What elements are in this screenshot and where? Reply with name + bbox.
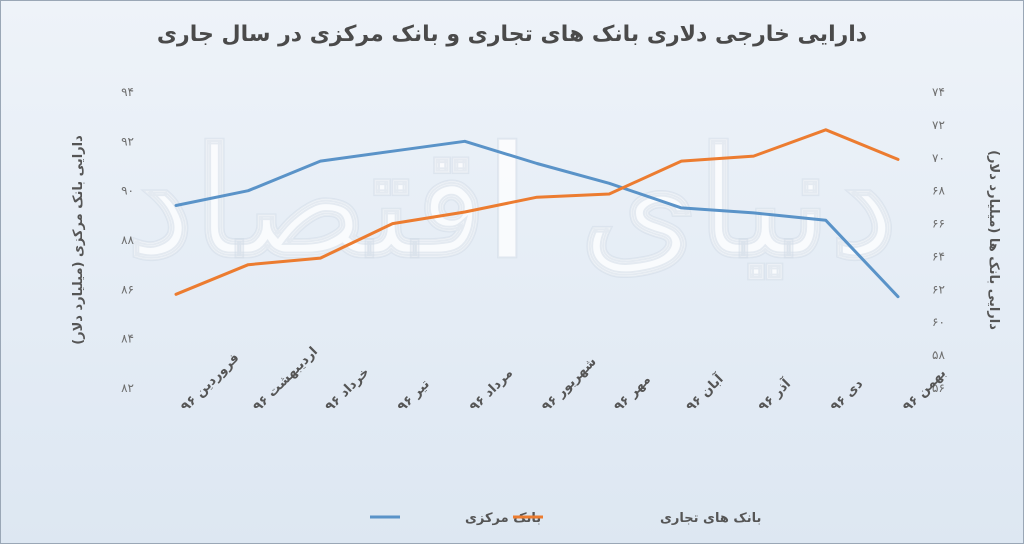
right-tick-label: ۶۶ xyxy=(932,217,945,231)
right-tick-label: ۷۴ xyxy=(932,85,945,99)
category-label: مهر ۹۶ xyxy=(611,372,654,415)
category-label: خرداد ۹۶ xyxy=(323,365,373,415)
left-tick-label: ۹۴ xyxy=(121,85,134,99)
right-tick-label: ۶۴ xyxy=(932,249,945,263)
category-label: فروردین ۹۶ xyxy=(178,351,242,415)
left-tick-label: ۹۲ xyxy=(121,134,134,148)
category-label: آبان ۹۶ xyxy=(682,370,727,415)
left-tick-label: ۹۰ xyxy=(121,184,134,198)
right-tick-label: ۵۸ xyxy=(932,348,945,362)
right-tick-label: ۶۲ xyxy=(932,282,945,296)
series-line xyxy=(174,139,900,299)
left-tick-label: ۸۴ xyxy=(121,332,134,346)
chart-title: دارایی خارجی دلاری بانک های تجاری و بانک… xyxy=(156,22,868,47)
category-label: دی ۹۶ xyxy=(828,376,866,414)
right-tick-label: ۷۰ xyxy=(932,151,945,165)
right-axis-title: دارایی بانک ها (میلیارد دلار) xyxy=(986,150,1001,330)
right-tick-label: ۶۰ xyxy=(932,315,945,329)
category-label: شهریور ۹۶ xyxy=(539,354,599,414)
left-axis-title: دارایی بانک مرکزی (میلیارد دلار) xyxy=(71,135,86,345)
category-label: تیر ۹۶ xyxy=(395,377,433,415)
category-label: اردیبهشت ۹۶ xyxy=(250,344,321,415)
left-tick-label: ۸۲ xyxy=(121,381,134,395)
right-tick-label: ۶۸ xyxy=(932,184,945,198)
right-tick-label: ۵۶ xyxy=(932,381,945,395)
series-line xyxy=(174,128,900,296)
legend: بانک مرکزی بانک های تجاری xyxy=(370,511,761,526)
category-label: آذر ۹۶ xyxy=(754,375,794,415)
left-tick-label: ۸۸ xyxy=(121,233,134,247)
left-tick-label: ۸۶ xyxy=(121,282,134,296)
legend-label: بانک های تجاری xyxy=(660,511,761,526)
category-label: مرداد ۹۶ xyxy=(467,366,516,415)
legend-label: بانک مرکزی xyxy=(465,511,541,526)
right-tick-label: ۷۲ xyxy=(932,118,945,132)
